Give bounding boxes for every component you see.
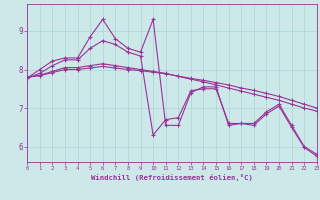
- X-axis label: Windchill (Refroidissement éolien,°C): Windchill (Refroidissement éolien,°C): [91, 174, 253, 181]
